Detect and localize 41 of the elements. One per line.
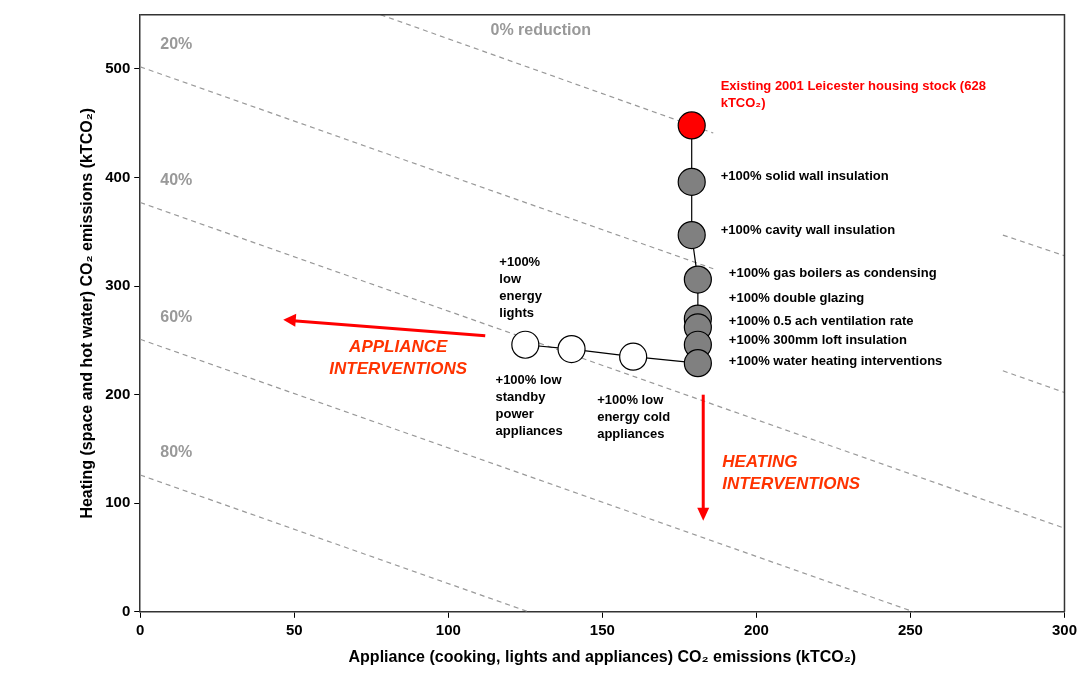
annotation: +100% 300mm loft insulation — [728, 332, 908, 348]
x-tick-label: 0 — [136, 620, 145, 638]
annotation: +100% cavity wall insulation — [720, 221, 896, 237]
annotation: +100% low energy lights — [499, 254, 543, 321]
point — [683, 349, 712, 378]
x-tick-label: 200 — [743, 620, 769, 638]
y-tick-label: 300 — [105, 276, 131, 294]
annotation: +100% solid wall insulation — [720, 168, 889, 184]
y-tick-label: 200 — [105, 384, 131, 402]
point — [619, 342, 648, 371]
y-tick-label: 400 — [105, 167, 131, 185]
y-tick-label: 500 — [105, 59, 131, 77]
annotation: +100% gas boilers as condensing — [728, 265, 937, 281]
point — [677, 220, 706, 250]
annotation: +100% water heating interventions — [728, 352, 943, 368]
point — [557, 334, 586, 364]
x-tick-label: 150 — [589, 620, 615, 638]
annotation: HEATING INTERVENTIONS — [722, 452, 861, 494]
x-axis-title: Appliance (cooking, lights and appliances) CO₂ emissions (kTCO₂) — [348, 647, 857, 665]
annotation: Existing 2001 Leicester housing stock (628 kTCO₂) — [720, 78, 986, 111]
series-label: 40% — [160, 170, 193, 188]
annotation: +100% double glazing — [728, 290, 865, 306]
y-tick-label: 100 — [105, 493, 131, 511]
series-label: 80% — [160, 443, 193, 461]
annotation: +100% 0.5 ach ventilation rate — [728, 312, 914, 328]
point — [511, 330, 540, 359]
annotation: +100% low standby power appliances — [495, 371, 563, 438]
series-label: 0% reduction — [490, 21, 591, 39]
point — [677, 167, 706, 196]
series-label: 20% — [160, 35, 193, 53]
y-axis-title: Heating (space and hot water) CO₂ emissions (kTCO₂) — [78, 107, 96, 519]
series-label: 60% — [160, 307, 193, 325]
point — [683, 265, 712, 294]
x-tick-label: 50 — [285, 620, 303, 638]
annotation: +100% low energy cold appliances — [597, 392, 671, 442]
annotation: APPLIANCE INTERVENTIONS — [329, 337, 468, 379]
x-tick-label: 100 — [435, 620, 461, 638]
x-tick-label: 250 — [897, 620, 923, 638]
y-tick-label: 0 — [121, 601, 131, 619]
point — [677, 111, 706, 140]
x-tick-label: 300 — [1051, 620, 1077, 638]
